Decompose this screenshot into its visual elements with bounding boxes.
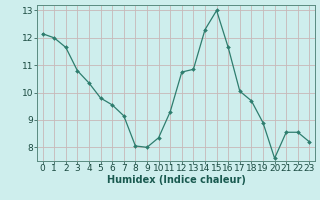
X-axis label: Humidex (Indice chaleur): Humidex (Indice chaleur) [107, 175, 245, 185]
